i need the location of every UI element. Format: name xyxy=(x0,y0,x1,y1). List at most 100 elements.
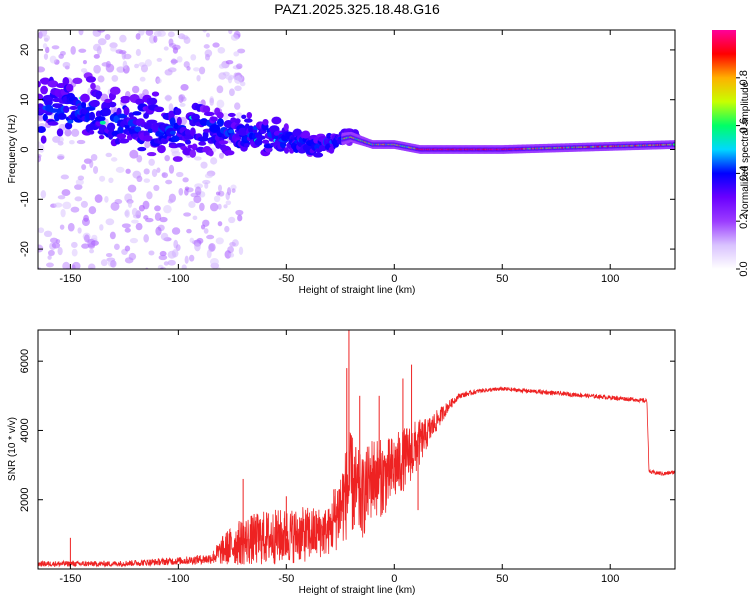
spectrogram-noise-blob xyxy=(88,206,97,215)
spectrogram-noise-blob xyxy=(156,57,163,62)
spectrogram-noise-blob xyxy=(218,63,226,69)
spectrogram-ridge-blob xyxy=(216,118,224,127)
spectrogram-noise-blob xyxy=(192,215,198,221)
snr-frame xyxy=(37,329,676,570)
spectrogram-blobs xyxy=(38,30,675,269)
spectrogram-noise-blob xyxy=(160,232,169,241)
spectrogram-ridge-blob xyxy=(271,116,282,125)
spectrogram-noise-blob xyxy=(143,168,150,175)
spectrogram-noise-blob xyxy=(62,61,71,68)
spectrogram-noise-blob xyxy=(131,219,139,224)
colorbar-tick-label: 0.8 xyxy=(738,70,750,85)
spectrogram-noise-blob xyxy=(110,202,120,211)
spectrogram-noise-blob xyxy=(216,85,224,94)
spectrogram-noise-blob xyxy=(164,69,173,76)
spectrogram-ridge-blob xyxy=(210,116,218,122)
spectrogram-noise-blob xyxy=(58,53,64,59)
spectrogram-noise-blob xyxy=(62,261,71,269)
spectrogram-noise-blob xyxy=(94,194,103,203)
spectrogram-noise-blob xyxy=(105,218,115,226)
spectrogram-noise-blob xyxy=(78,30,84,36)
spectrogram-noise-blob xyxy=(204,173,213,179)
spectrogram-ridge-blob xyxy=(89,130,95,135)
spectrogram-noise-blob xyxy=(115,166,125,173)
spectrogram-ridge-blob xyxy=(72,77,83,85)
spectrogram-noise-blob xyxy=(193,67,200,72)
spectrogram-noise-blob xyxy=(111,75,119,82)
spectrogram-ridge-blob xyxy=(69,105,78,111)
spectrogram-noise-blob xyxy=(105,152,112,158)
snr-ticks: -150 -100 -50 0 50 100 2000 4000 6000 xyxy=(19,330,675,585)
spectrogram-ridge-blob xyxy=(143,122,154,130)
spectrogram-noise-blob xyxy=(99,224,104,231)
spectrogram-noise-blob xyxy=(38,266,42,269)
spectrogram-noise-blob xyxy=(167,31,175,38)
spectrogram-noise-blob xyxy=(181,264,187,269)
spectrogram-ridge-blob xyxy=(312,152,324,158)
spectrogram-ytick-label: 0 xyxy=(19,146,31,152)
spectrogram-ridge-blob xyxy=(168,110,175,119)
spectrogram-noise-blob xyxy=(62,201,72,210)
spectrogram-peak-blob xyxy=(228,129,235,134)
spectrogram-noise-blob xyxy=(226,187,232,196)
spectrogram-noise-blob xyxy=(168,164,175,174)
spectrogram-noise-blob xyxy=(216,99,225,109)
snr-xlabel: Height of straight line (km) xyxy=(299,585,416,596)
spectrogram-noise-blob xyxy=(234,85,242,92)
spectrogram-ridge-blob xyxy=(116,107,122,116)
spectrogram-noise-blob xyxy=(237,214,243,222)
spectrogram-noise-blob xyxy=(148,158,155,166)
spectrogram-ridge-blob xyxy=(40,85,48,95)
spectrogram-ridge-blob xyxy=(116,133,127,140)
spectrogram-noise-blob xyxy=(224,225,230,233)
spectrogram-noise-blob xyxy=(183,36,191,44)
spectrogram-noise-blob xyxy=(193,156,202,161)
spectrogram-ridge-blob xyxy=(243,118,253,123)
spectrogram-ridge-blob xyxy=(189,127,196,137)
spectrogram-noise-blob xyxy=(144,59,152,67)
spectrogram-ridge-blob xyxy=(176,116,182,126)
spectrogram-noise-blob xyxy=(82,60,87,65)
spectrogram-noise-blob xyxy=(224,250,232,259)
spectrogram-noise-blob xyxy=(93,64,101,74)
spectrogram-noise-blob xyxy=(202,179,211,185)
spectrogram-ridge-blob xyxy=(137,146,147,152)
spectrogram-noise-blob xyxy=(222,112,229,121)
spectrogram-ridge-blob xyxy=(246,111,253,119)
spectrogram-noise-blob xyxy=(135,33,141,40)
spectrogram-noise-blob xyxy=(188,254,195,262)
spectrogram-noise-blob xyxy=(77,227,82,234)
spectrogram-noise-blob xyxy=(71,241,78,248)
spectrogram-ridge-blob xyxy=(146,119,158,124)
spectrogram-noise-blob xyxy=(159,250,167,257)
spectrogram-ridge-blob xyxy=(143,135,153,142)
spectrogram-noise-blob xyxy=(206,234,215,240)
spectrogram-noise-blob xyxy=(157,264,164,269)
snr-ytick-label: 6000 xyxy=(19,349,31,373)
spectrogram-noise-blob xyxy=(70,46,76,55)
spectrogram-ylabel: Frequency (Hz) xyxy=(7,115,18,184)
spectrogram-noise-blob xyxy=(182,177,189,183)
spectrogram-noise-blob xyxy=(43,53,49,60)
snr-xtick-label: -100 xyxy=(167,573,189,585)
spectrogram-noise-blob xyxy=(205,53,210,61)
spectrogram-ridge-blob xyxy=(174,108,182,115)
spectrogram-ridge-blob xyxy=(63,105,70,114)
spectrogram-noise-blob xyxy=(115,49,124,54)
spectrogram-noise-blob xyxy=(99,175,106,182)
spectrogram-noise-blob xyxy=(193,195,202,204)
spectrogram-noise-blob xyxy=(129,149,139,159)
snr-xtick-label: 50 xyxy=(496,573,508,585)
spectrogram-noise-blob xyxy=(189,237,195,243)
spectrogram-ridge-blob xyxy=(254,138,263,146)
spectrogram-noise-blob xyxy=(71,248,78,257)
spectrogram-noise-blob xyxy=(42,43,48,49)
spectrogram-peak-blob xyxy=(67,119,74,124)
spectrogram-noise-blob xyxy=(163,261,169,266)
spectrogram-ridge-blob xyxy=(262,139,270,144)
spectrogram-noise-blob xyxy=(143,178,151,183)
spectrogram-noise-blob xyxy=(129,237,139,244)
spectrogram-ytick-label: 10 xyxy=(19,94,31,106)
